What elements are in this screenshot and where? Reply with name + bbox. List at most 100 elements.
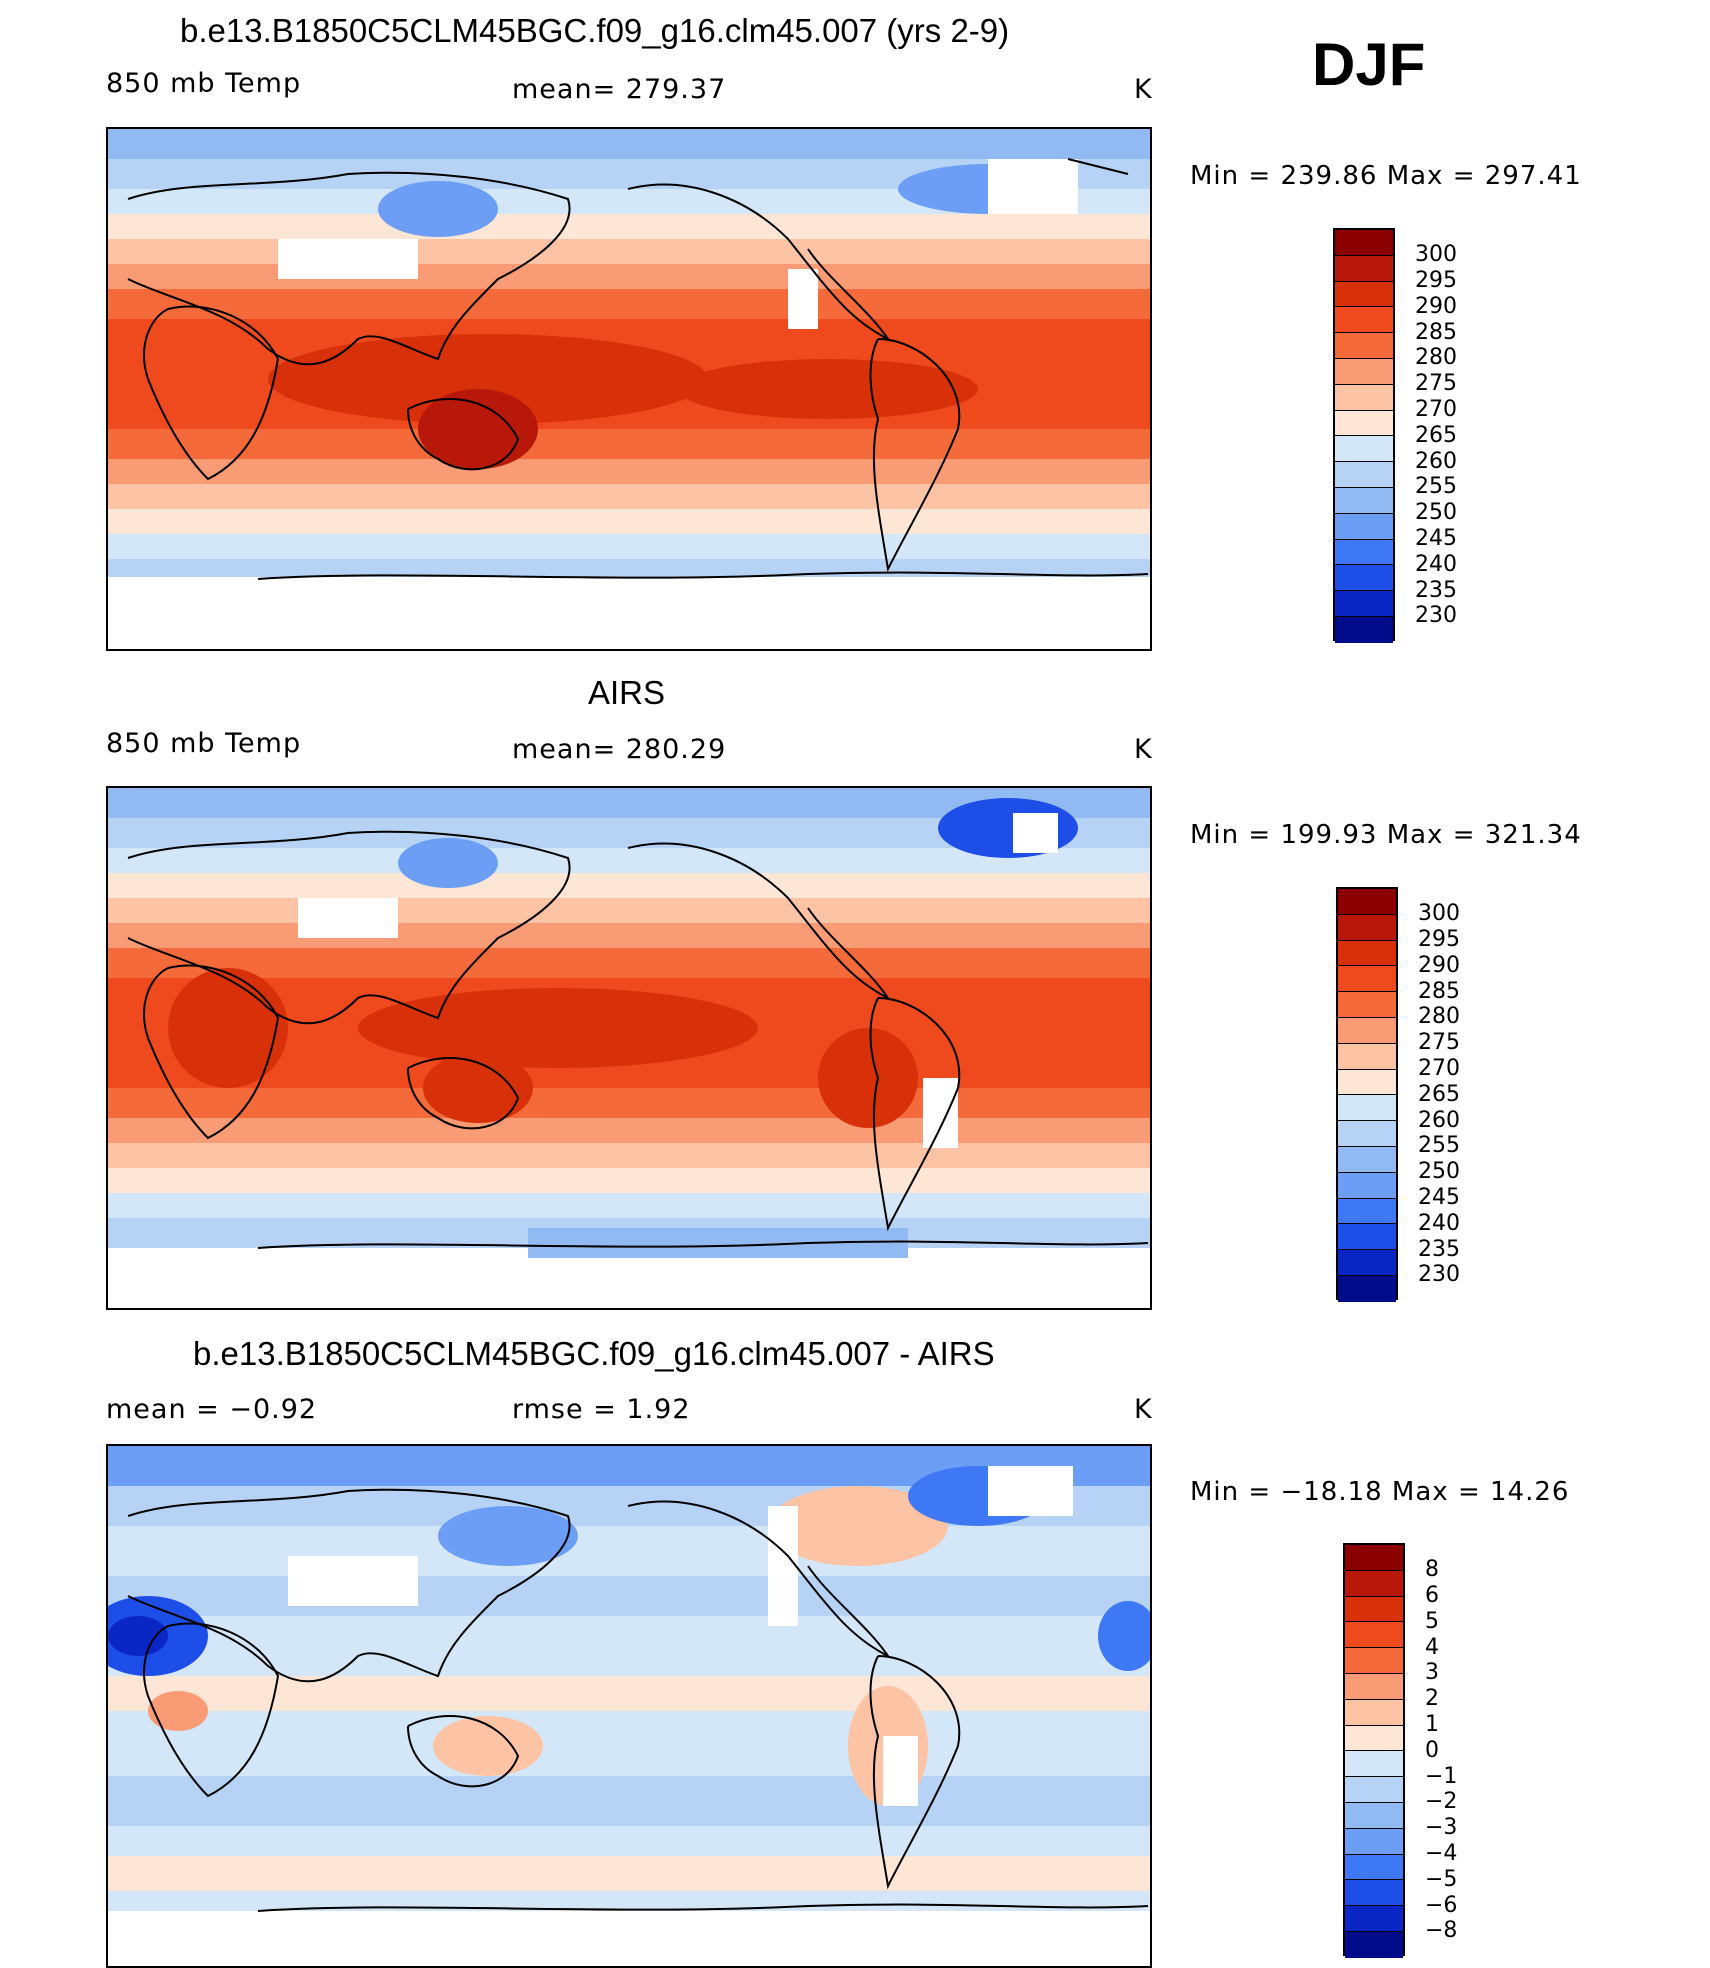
panel-model-title: b.e13.B1850C5CLM45BGC.f09_g16.clm45.007 … xyxy=(180,12,1010,49)
panel-obs-mean-label: mean= 280.29 xyxy=(512,734,727,765)
panel-obs-colorbar-tick: 250 xyxy=(1418,1159,1460,1184)
panel-diff-colorbar-box xyxy=(1345,1803,1403,1829)
panel-model-colorbar-tick: 280 xyxy=(1415,345,1457,370)
panel-model-colorbar xyxy=(1333,228,1395,643)
panel-model-colorbar-box xyxy=(1335,513,1393,540)
panel-diff-colorbar-box xyxy=(1345,1545,1403,1571)
panel-obs-colorbar-box xyxy=(1338,966,1396,993)
panel-model-colorbar-box xyxy=(1335,384,1393,411)
panel-diff-colorbar-box xyxy=(1345,1906,1403,1932)
panel-diff-colorbar-tick: 5 xyxy=(1425,1609,1439,1634)
panel-obs-title: AIRS xyxy=(588,674,666,711)
panel-obs-colorbar-box xyxy=(1338,889,1396,915)
panel-obs-colorbar-tick: 255 xyxy=(1418,1133,1460,1158)
panel-model-colorbar-box xyxy=(1335,255,1393,282)
panel-diff-colorbar-tick: 1 xyxy=(1425,1712,1439,1737)
panel-model-colorbar-box xyxy=(1335,281,1393,308)
panel-diff-colorbar-box xyxy=(1345,1777,1403,1803)
panel-diff-colorbar-tick: 6 xyxy=(1425,1583,1439,1608)
panel-obs-colorbar-box xyxy=(1338,1147,1396,1173)
panel-model-variable-label: 850 mb Temp xyxy=(106,68,302,99)
panel-obs-colorbar-tick: 245 xyxy=(1418,1185,1460,1210)
panel-model-colorbar-box xyxy=(1335,488,1393,514)
panel-diff-colorbar-tick: −4 xyxy=(1425,1841,1458,1866)
panel-diff-units-label: K xyxy=(1134,1394,1153,1425)
panel-diff-colorbar xyxy=(1343,1543,1405,1958)
panel-obs-colorbar-box xyxy=(1338,1224,1396,1251)
panel-obs-colorbar-box xyxy=(1338,1198,1396,1225)
panel-obs-colorbar-tick: 285 xyxy=(1418,979,1460,1004)
panel-obs-colorbar-box xyxy=(1338,914,1396,941)
panel-diff-colorbar-box xyxy=(1345,1596,1403,1623)
panel-model-colorbar-tick: 265 xyxy=(1415,423,1457,448)
panel-obs-minmax: Min = 199.93 Max = 321.34 xyxy=(1190,820,1582,850)
panel-model-colorbar-box xyxy=(1335,591,1393,617)
panel-model-minmax: Min = 239.86 Max = 297.41 xyxy=(1190,161,1582,191)
panel-diff-colorbar-tick: −5 xyxy=(1425,1867,1458,1892)
panel-model-colorbar-tick: 290 xyxy=(1415,294,1457,319)
panel-diff-colorbar-box xyxy=(1345,1751,1403,1778)
panel-diff-colorbar-tick: −1 xyxy=(1425,1764,1458,1789)
panel-diff-minmax: Min = −18.18 Max = 14.26 xyxy=(1190,1477,1570,1507)
panel-model-mean-label: mean= 279.37 xyxy=(512,74,727,105)
panel-obs-colorbar-tick: 230 xyxy=(1418,1262,1460,1287)
panel-diff-colorbar-tick: 2 xyxy=(1425,1686,1439,1711)
panel-model-colorbar-tick: 300 xyxy=(1415,242,1457,267)
panel-diff-colorbar-box xyxy=(1345,1648,1403,1674)
panel-diff-colorbar-box xyxy=(1345,1854,1403,1881)
panel-obs-colorbar-box xyxy=(1338,1018,1396,1044)
panel-obs-colorbar-tick: 295 xyxy=(1418,927,1460,952)
panel-obs-colorbar-box xyxy=(1338,1121,1396,1147)
panel-model-colorbar-tick: 240 xyxy=(1415,552,1457,577)
panel-model-colorbar-box xyxy=(1335,230,1393,256)
panel-model-colorbar-box xyxy=(1335,359,1393,385)
panel-diff-colorbar-tick: −2 xyxy=(1425,1789,1458,1814)
panel-diff-colorbar-tick: 0 xyxy=(1425,1738,1439,1763)
panel-obs-colorbar-box xyxy=(1338,1095,1396,1122)
panel-model-colorbar-box xyxy=(1335,333,1393,359)
panel-obs-colorbar-tick: 290 xyxy=(1418,953,1460,978)
panel-model-colorbar-tick: 255 xyxy=(1415,474,1457,499)
panel-obs-variable-label: 850 mb Temp xyxy=(106,728,302,759)
panel-diff-colorbar-box xyxy=(1345,1725,1403,1752)
panel-obs-colorbar-box xyxy=(1338,940,1396,967)
panel-diff-colorbar-tick: −6 xyxy=(1425,1893,1458,1918)
panel-obs-colorbar-box xyxy=(1338,1069,1396,1096)
panel-diff-colorbar-tick: 3 xyxy=(1425,1660,1439,1685)
panel-diff-title: b.e13.B1850C5CLM45BGC.f09_g16.clm45.007 … xyxy=(193,1335,995,1372)
panel-diff-colorbar-box xyxy=(1345,1828,1403,1855)
panel-model-colorbar-tick: 295 xyxy=(1415,268,1457,293)
panel-obs-colorbar-box xyxy=(1338,1043,1396,1070)
panel-diff-colorbar-tick: −3 xyxy=(1425,1815,1458,1840)
panel-obs-colorbar-box xyxy=(1338,1250,1396,1276)
panel-obs-colorbar-tick: 270 xyxy=(1418,1056,1460,1081)
panel-obs-colorbar-tick: 300 xyxy=(1418,901,1460,926)
panel-diff-colorbar-box xyxy=(1345,1880,1403,1907)
panel-obs-colorbar-tick: 240 xyxy=(1418,1211,1460,1236)
panel-obs-map xyxy=(106,786,1152,1310)
panel-obs-colorbar-tick: 235 xyxy=(1418,1237,1460,1262)
panel-obs-colorbar-tick: 275 xyxy=(1418,1030,1460,1055)
panel-diff-colorbar-tick: −8 xyxy=(1425,1918,1458,1943)
panel-model-colorbar-box xyxy=(1335,539,1393,566)
panel-model-colorbar-tick: 235 xyxy=(1415,578,1457,603)
panel-obs-colorbar-tick: 280 xyxy=(1418,1004,1460,1029)
season-label: DJF xyxy=(1312,31,1426,98)
panel-model-colorbar-box xyxy=(1335,307,1393,334)
panel-model-colorbar-tick: 230 xyxy=(1415,603,1457,628)
panel-diff-colorbar-box xyxy=(1345,1622,1403,1649)
panel-obs-colorbar-box xyxy=(1338,1276,1396,1302)
panel-model-map xyxy=(106,127,1152,651)
panel-diff-map xyxy=(106,1444,1152,1968)
panel-diff-colorbar-box xyxy=(1345,1570,1403,1597)
panel-obs-colorbar xyxy=(1336,887,1398,1302)
panel-diff-rmse-label: rmse = 1.92 xyxy=(512,1394,691,1425)
panel-model-colorbar-box xyxy=(1335,617,1393,643)
panel-diff-colorbar-box xyxy=(1345,1674,1403,1700)
panel-model-colorbar-tick: 270 xyxy=(1415,397,1457,422)
panel-model-colorbar-box xyxy=(1335,565,1393,592)
panel-diff-colorbar-tick: 4 xyxy=(1425,1635,1439,1660)
panel-model-colorbar-tick: 245 xyxy=(1415,526,1457,551)
panel-diff-colorbar-box xyxy=(1345,1699,1403,1726)
panel-model-colorbar-box xyxy=(1335,410,1393,437)
